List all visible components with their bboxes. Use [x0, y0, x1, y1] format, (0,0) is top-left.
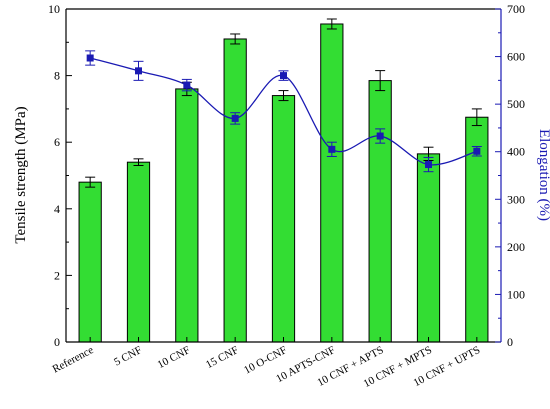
bar-4 [271, 95, 296, 343]
point-6 [376, 132, 384, 140]
point-0 [86, 54, 94, 62]
left-axis-title: Tensile strength (MPa) [13, 106, 29, 243]
point-8 [473, 147, 481, 155]
left-tick-label-2: 4 [54, 202, 60, 216]
bar-3 [223, 38, 247, 343]
right-tick-label-5: 500 [507, 97, 525, 111]
point-3 [231, 114, 239, 122]
x-tick-label-3: 15 CNF [204, 344, 241, 371]
x-tick-label-2: 10 CNF [156, 344, 193, 371]
right-tick-label-2: 200 [507, 240, 525, 254]
point-5 [328, 145, 336, 153]
point-2 [183, 81, 191, 89]
x-tick-label-1: 5 CNF [112, 344, 144, 369]
point-1 [135, 67, 142, 75]
bar-0 [78, 181, 102, 343]
left-tick-label-1: 2 [54, 268, 60, 282]
bar-1 [126, 161, 151, 343]
right-tick-label-1: 100 [507, 287, 525, 301]
point-7 [425, 161, 432, 169]
right-tick-label-7: 700 [507, 2, 525, 16]
bar-5 [320, 23, 344, 343]
right-axis-title: Elongation (%) [536, 129, 550, 221]
bar-6 [368, 80, 392, 343]
bar-7 [416, 153, 441, 343]
left-tick-label-4: 8 [54, 69, 60, 83]
left-tick-label-0: 0 [54, 335, 60, 349]
left-tick-label-3: 6 [54, 135, 60, 149]
left-tick-label-5: 10 [48, 2, 60, 16]
right-tick-label-6: 600 [507, 50, 525, 64]
bar-2 [175, 88, 199, 343]
right-tick-label-0: 0 [507, 335, 513, 349]
elongation-line-layer [85, 50, 482, 173]
right-tick-label-3: 300 [507, 192, 525, 206]
right-tick-label-4: 400 [507, 145, 525, 159]
point-4 [280, 72, 287, 80]
